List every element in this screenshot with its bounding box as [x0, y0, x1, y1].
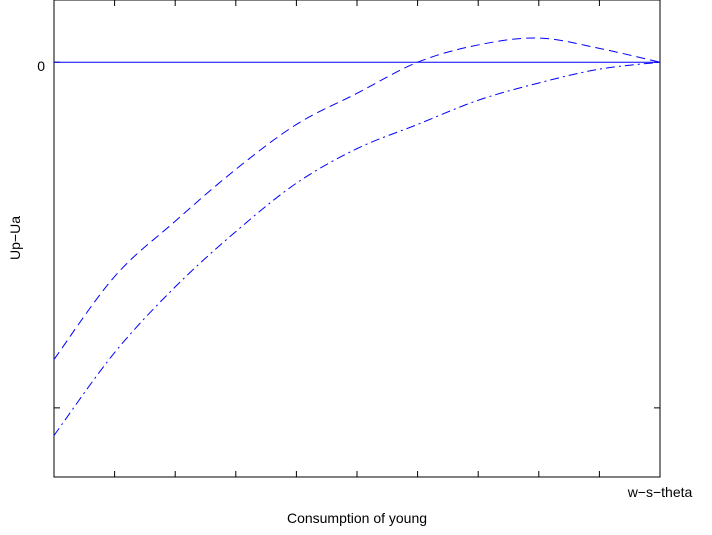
y-tick-label-zero: 0 [37, 58, 45, 74]
plot-frame [53, 0, 661, 478]
x-axis-label: Consumption of young [287, 510, 427, 526]
y-axis-label: Up−Ua [7, 216, 23, 260]
series-group [53, 37, 661, 436]
series-line-dashed [53, 37, 661, 360]
x-ticks [53, 0, 661, 477]
series-line-dashdot [53, 61, 661, 436]
x-end-label: w−s−theta [627, 484, 693, 500]
y-ticks [54, 61, 660, 409]
